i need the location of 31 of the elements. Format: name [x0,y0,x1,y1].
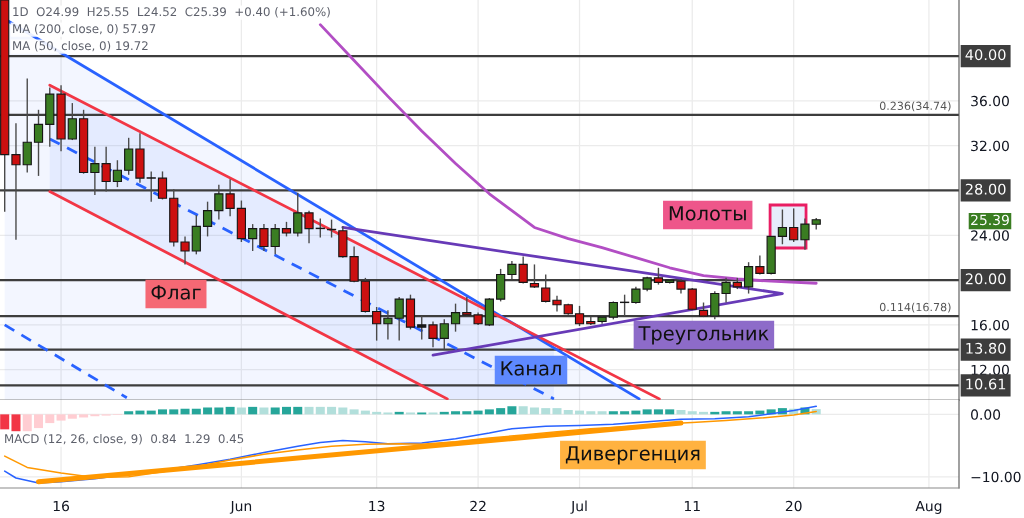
text: MA (200, close, 0) 57.97 MA (50, close, 0) 19.72 [13,24,156,52]
ref-line-label: 20.00 [965,273,1006,285]
ref-line-label: 13.80 [966,342,1006,354]
y-tick-label: 25.39 [971,214,1009,226]
ref-line-label: 40.00 [965,49,1006,61]
y-tick-label: 16.00 [971,319,1009,331]
annotation: Канал [501,361,561,376]
ref-line-label: 10.61 [966,378,1006,390]
y-tick-label: −10.00 [971,471,1021,483]
annotation: Треугольник [638,326,769,345]
x-tick-label: Aug [915,500,942,514]
x-tick-label: 13 [369,500,385,512]
annotation: Флаг [151,285,201,300]
y-tick-label: 32.00 [971,140,1009,152]
text: MACD (12, 26, close, 9) 0.84 1.29 0.45 [5,434,244,445]
annotation: Молоты [669,206,746,221]
x-tick-label: 16 [53,500,70,512]
y-tick-label: 12.00 [971,364,1009,376]
y-tick-label: 36.00 [971,95,1009,107]
y-tick-label: 24.00 [971,230,1009,241]
ref-line-label: 28.00 [965,183,1006,195]
annotation: 0.236(34.74) [879,101,951,112]
x-tick-label: 20 [785,500,802,512]
annotation: Дивергенция [565,446,700,465]
x-tick-label: 22 [470,500,486,512]
annotation: 0.114(16.78) [879,302,951,313]
y-tick-label: 0.00 [971,409,1001,420]
x-tick-label: Jul [570,500,587,514]
text: 1D O24.99 H25.55 L24.52 C25.39 +0.40 (+1.60%) [13,7,330,18]
x-tick-label: Jun [229,500,252,514]
x-tick-label: 11 [684,500,700,512]
